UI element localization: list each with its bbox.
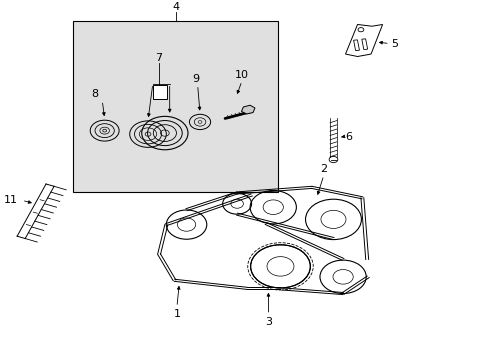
Text: 1: 1 [173, 309, 180, 319]
Text: 11: 11 [4, 195, 18, 205]
Text: 4: 4 [172, 1, 179, 12]
Bar [73, 21, 278, 192]
Text: 3: 3 [264, 317, 271, 327]
Bar [153, 85, 167, 99]
Text: 10: 10 [234, 70, 248, 80]
Bar [361, 39, 367, 50]
Text: 5: 5 [390, 39, 397, 49]
Polygon shape [241, 105, 254, 114]
Text: 8: 8 [91, 89, 99, 99]
Text: 6: 6 [345, 131, 352, 141]
Text: 2: 2 [320, 164, 327, 174]
Text: 9: 9 [192, 74, 199, 84]
Text: 7: 7 [155, 53, 162, 63]
Bar [353, 40, 359, 51]
